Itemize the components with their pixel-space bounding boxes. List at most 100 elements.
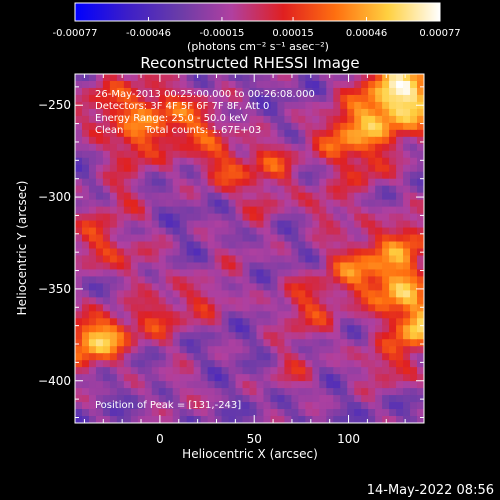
heatmap-cell <box>102 290 111 298</box>
heatmap-cell <box>284 171 292 180</box>
heatmap-cell <box>284 374 292 382</box>
heatmap-cell <box>361 297 369 305</box>
heatmap-cell <box>347 178 355 187</box>
heatmap-cell <box>235 276 244 284</box>
heatmap-cell <box>228 164 237 173</box>
heatmap-cell <box>242 234 251 243</box>
heatmap-cell <box>333 185 341 194</box>
heatmap-cell <box>235 283 244 291</box>
heatmap-cell <box>340 402 348 410</box>
heatmap-cell <box>144 339 153 347</box>
heatmap-cell <box>137 304 146 312</box>
heatmap-cell <box>200 374 209 382</box>
heatmap-cell <box>186 192 195 201</box>
heatmap-cell <box>263 297 272 305</box>
heatmap-cell <box>123 101 132 110</box>
heatmap-cell <box>158 136 167 145</box>
heatmap-cell <box>144 276 153 284</box>
heatmap-cell <box>368 192 376 201</box>
heatmap-cell <box>389 360 397 368</box>
heatmap-cell <box>375 199 383 208</box>
heatmap-cell <box>263 353 272 361</box>
heatmap-cell <box>235 381 244 389</box>
heatmap-cell <box>263 290 272 298</box>
heatmap-cell <box>326 185 334 194</box>
heatmap-cell <box>389 332 397 340</box>
heatmap-cell <box>158 143 167 152</box>
heatmap-cell <box>256 262 265 271</box>
heatmap-cell <box>165 122 174 131</box>
heatmap-cell <box>270 262 279 271</box>
heatmap-cell <box>88 129 97 138</box>
heatmap-cell <box>361 416 369 423</box>
heatmap-cell <box>221 220 230 229</box>
heatmap-cell <box>81 213 90 222</box>
heatmap-cell <box>95 290 104 298</box>
heatmap-cell <box>249 402 258 410</box>
heatmap-cell <box>382 262 390 271</box>
heatmap-cell <box>186 374 195 382</box>
heatmap-cell <box>88 227 97 236</box>
heatmap-cell <box>186 255 195 264</box>
heatmap-cell <box>284 192 292 201</box>
heatmap-cell <box>200 122 209 131</box>
heatmap-cell <box>347 94 355 103</box>
heatmap-cell <box>305 325 313 333</box>
heatmap-cell <box>193 262 202 271</box>
heatmap-cell <box>340 346 348 354</box>
heatmap-cell <box>130 171 139 180</box>
heatmap-cell <box>75 178 83 187</box>
heatmap-cell <box>235 262 244 271</box>
heatmap-cell <box>375 192 383 201</box>
heatmap-cell <box>88 248 97 257</box>
heatmap-cell <box>137 136 146 145</box>
heatmap-cell <box>88 213 97 222</box>
heatmap-cell <box>186 136 195 145</box>
heatmap-cell <box>186 227 195 236</box>
heatmap-cell <box>88 94 97 103</box>
heatmap-cell <box>389 388 397 396</box>
heatmap-cell <box>130 108 139 117</box>
heatmap-cell <box>270 234 279 243</box>
heatmap-cell <box>179 374 188 382</box>
heatmap-cell <box>179 178 188 187</box>
heatmap-cell <box>130 318 139 326</box>
heatmap-cell <box>172 318 181 326</box>
heatmap-cell <box>207 143 216 152</box>
heatmap-cell <box>144 220 153 229</box>
heatmap-cell <box>221 353 230 361</box>
heatmap-cell <box>319 346 327 354</box>
heatmap-cell <box>123 381 132 389</box>
heatmap-cell <box>102 213 111 222</box>
heatmap-cell <box>186 269 195 278</box>
heatmap-cell <box>375 388 383 396</box>
heatmap-cell <box>172 220 181 229</box>
heatmap-cell <box>137 129 146 138</box>
heatmap-cell <box>221 360 230 368</box>
heatmap-cell <box>347 367 355 375</box>
heatmap-cell <box>354 185 362 194</box>
heatmap-cell <box>410 115 418 124</box>
heatmap-cell <box>228 367 237 375</box>
heatmap-cell <box>340 241 348 250</box>
heatmap-cell <box>144 206 153 215</box>
heatmap-cell <box>165 74 174 82</box>
heatmap-cell <box>179 360 188 368</box>
heatmap-cell <box>375 143 383 152</box>
heatmap-cell <box>179 367 188 375</box>
heatmap-cell <box>193 199 202 208</box>
heatmap-cell <box>361 115 369 124</box>
heatmap-cell <box>88 74 97 82</box>
heatmap-cell <box>333 297 341 305</box>
heatmap-cell <box>361 318 369 326</box>
heatmap-cell <box>389 227 397 236</box>
heatmap-cell <box>151 87 160 96</box>
heatmap-cell <box>151 269 160 278</box>
heatmap-cell <box>158 74 167 82</box>
heatmap-cell <box>382 325 390 333</box>
heatmap-cell <box>151 346 160 354</box>
heatmap-cell <box>144 409 153 417</box>
heatmap-cell <box>172 234 181 243</box>
heatmap-cell <box>410 395 418 403</box>
heatmap-cell <box>172 122 181 131</box>
